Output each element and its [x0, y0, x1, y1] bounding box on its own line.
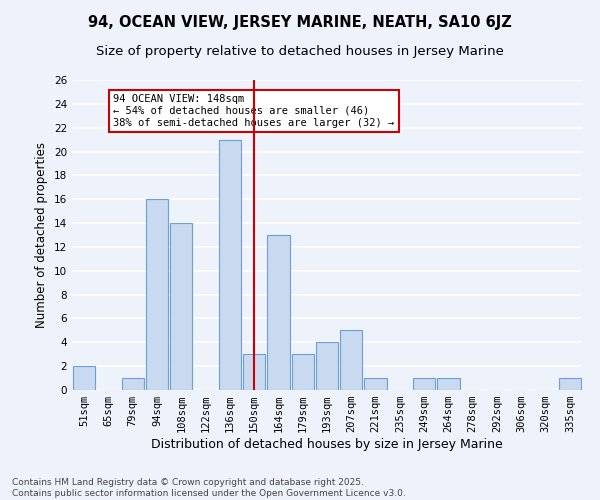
Bar: [267, 235, 290, 390]
Bar: [413, 378, 436, 390]
Y-axis label: Number of detached properties: Number of detached properties: [35, 142, 49, 328]
Bar: [218, 140, 241, 390]
Bar: [316, 342, 338, 390]
Bar: [559, 378, 581, 390]
Bar: [340, 330, 362, 390]
X-axis label: Distribution of detached houses by size in Jersey Marine: Distribution of detached houses by size …: [151, 438, 503, 451]
Text: Size of property relative to detached houses in Jersey Marine: Size of property relative to detached ho…: [96, 45, 504, 58]
Bar: [146, 199, 168, 390]
Bar: [437, 378, 460, 390]
Text: 94, OCEAN VIEW, JERSEY MARINE, NEATH, SA10 6JZ: 94, OCEAN VIEW, JERSEY MARINE, NEATH, SA…: [88, 15, 512, 30]
Bar: [292, 354, 314, 390]
Bar: [170, 223, 193, 390]
Bar: [73, 366, 95, 390]
Bar: [364, 378, 387, 390]
Text: 94 OCEAN VIEW: 148sqm
← 54% of detached houses are smaller (46)
38% of semi-deta: 94 OCEAN VIEW: 148sqm ← 54% of detached …: [113, 94, 395, 128]
Text: Contains HM Land Registry data © Crown copyright and database right 2025.
Contai: Contains HM Land Registry data © Crown c…: [12, 478, 406, 498]
Bar: [122, 378, 144, 390]
Bar: [243, 354, 265, 390]
